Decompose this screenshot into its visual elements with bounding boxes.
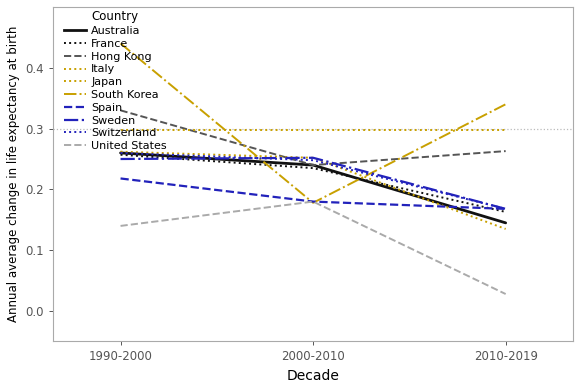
Legend: Australia, France, Hong Kong, Italy, Japan, South Korea, Spain, Sweden, Switzerl: Australia, France, Hong Kong, Italy, Jap… [64,10,167,151]
X-axis label: Decade: Decade [287,369,339,383]
Y-axis label: Annual average change in life expectancy at birth: Annual average change in life expectancy… [7,26,20,323]
